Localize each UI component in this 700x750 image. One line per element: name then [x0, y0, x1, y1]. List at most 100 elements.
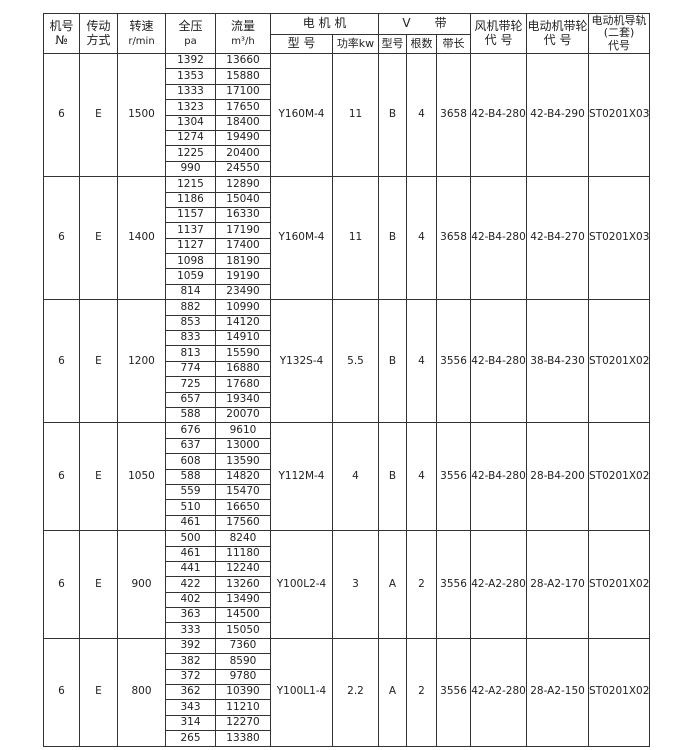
cell-pressure: 676 [165, 422, 216, 439]
cell-pressure: 1215 [165, 176, 216, 193]
cell-flow: 15050 [215, 622, 271, 639]
table-row: 725 17680 [44, 376, 650, 393]
cell-pressure: 461 [165, 514, 216, 532]
cell-pressure: 814 [165, 283, 216, 301]
cell-belt-type: B [378, 176, 408, 301]
header-fan-pulley: 风机带轮代 号 [470, 13, 528, 54]
cell-pressure: 362 [165, 684, 216, 701]
cell-flow: 20070 [215, 406, 271, 424]
cell-pressure: 882 [165, 299, 216, 316]
cell-pressure: 588 [165, 468, 216, 485]
cell-speed: 1200 [117, 299, 166, 424]
cell-belt-count: 2 [406, 637, 438, 747]
cell-pressure: 422 [165, 576, 216, 593]
cell-motor: Y100L1-4 [270, 637, 333, 747]
table-row: 588 14820 [44, 468, 650, 485]
table-row: 314 12270 [44, 714, 650, 732]
cell-flow: 17680 [215, 376, 271, 393]
table-row: 372 9780 [44, 668, 650, 686]
header-motor-power: 功率kw [331, 34, 380, 54]
header-motor-pulley: 电动机带轮代 号 [526, 13, 590, 54]
table-row: 1304 18400 [44, 114, 650, 131]
table-row: 382 8590 [44, 653, 650, 670]
cell-flow: 13260 [215, 576, 271, 593]
cell-flow: 17190 [215, 222, 271, 239]
table-row: 6 E 1500 1392 13660 Y160M-4 11 B 4 3658 42-B4-280 4… [43, 52, 651, 178]
table-row: 265 13380 [44, 730, 650, 747]
cell-rail: ST0201X02 [588, 299, 651, 424]
cell-no: 6 [43, 52, 80, 178]
cell-flow: 13380 [215, 730, 271, 747]
header-motor: 电 机 机 [269, 13, 380, 35]
header-speed: 转速 r/min [117, 13, 166, 54]
table-row: 637 13000 [44, 437, 650, 455]
cell-pressure: 382 [165, 653, 216, 670]
header-motor-model: 型 号 [270, 34, 333, 54]
table-row: 1323 17650 [44, 99, 650, 116]
cell-pressure: 774 [165, 360, 216, 378]
cell-flow: 20400 [215, 145, 271, 162]
cell-flow: 19490 [215, 129, 271, 147]
cell-flow: 8240 [215, 530, 271, 547]
table-row: 1127 17400 [44, 237, 650, 255]
table-row: 1225 20400 [44, 145, 650, 162]
cell-flow: 14820 [215, 468, 271, 485]
table-row: 461 11180 [44, 545, 650, 562]
table-row: 853 14120 [44, 314, 650, 332]
cell-speed: 1400 [117, 176, 166, 301]
cell-drive: E [79, 176, 118, 301]
cell-motor-pulley: 28-A2-150 [526, 637, 590, 747]
cell-belt-type: B [378, 52, 408, 178]
cell-belt-type: B [378, 422, 408, 532]
cell-motor-pulley: 42-B4-290 [526, 52, 590, 178]
cell-pressure: 813 [165, 345, 216, 362]
table-row: 6 E 800 392 7360 Y100L1-4 2.2 A 2 3556 42-A2-280 28… [43, 637, 651, 747]
cell-pressure: 372 [165, 668, 216, 686]
cell-motor: Y160M-4 [270, 52, 333, 178]
cell-flow: 15880 [215, 68, 271, 85]
cell-flow: 13590 [215, 453, 271, 470]
cell-flow: 19340 [215, 391, 271, 408]
table-row: 363 14500 [44, 607, 650, 624]
cell-power: 2.2 [331, 637, 380, 747]
cell-no: 6 [43, 299, 80, 424]
cell-pressure: 657 [165, 391, 216, 408]
cell-pressure: 343 [165, 699, 216, 716]
cell-pressure: 1333 [165, 83, 216, 101]
cell-motor-pulley: 28-A2-170 [526, 530, 590, 639]
cell-flow: 17560 [215, 514, 271, 532]
cell-pressure: 637 [165, 437, 216, 455]
cell-speed: 900 [117, 530, 166, 639]
cell-pressure: 1304 [165, 114, 216, 131]
cell-fan-pulley: 42-A2-280 [470, 530, 528, 639]
table-row: 774 16880 [44, 360, 650, 378]
table-row: 333 15050 [44, 622, 650, 639]
cell-belt-type: A [378, 530, 408, 639]
cell-flow: 9610 [215, 422, 271, 439]
cell-motor: Y112M-4 [270, 422, 333, 532]
cell-flow: 16650 [215, 499, 271, 516]
cell-flow: 11210 [215, 699, 271, 716]
table-row: 814 23490 [44, 283, 650, 301]
cell-pressure: 1137 [165, 222, 216, 239]
cell-pressure: 1186 [165, 191, 216, 208]
table-row: 1098 18190 [44, 253, 650, 270]
cell-belt-count: 4 [406, 422, 438, 532]
cell-flow: 16330 [215, 206, 271, 224]
header-belt-type: 型号 [378, 34, 408, 54]
cell-pressure: 510 [165, 499, 216, 516]
cell-flow: 13660 [215, 52, 271, 70]
table-row: 588 20070 [44, 406, 650, 424]
cell-flow: 19190 [215, 268, 271, 285]
table-row: 833 14910 [44, 330, 650, 347]
cell-motor: Y100L2-4 [270, 530, 333, 639]
cell-flow: 17650 [215, 99, 271, 116]
cell-flow: 12890 [215, 176, 271, 193]
table-row: 1157 16330 [44, 206, 650, 224]
table-row: 1333 17100 [44, 83, 650, 101]
cell-pressure: 1157 [165, 206, 216, 224]
cell-motor: Y132S-4 [270, 299, 333, 424]
cell-pressure: 853 [165, 314, 216, 332]
cell-belt-length: 3556 [436, 637, 472, 747]
cell-flow: 12270 [215, 714, 271, 732]
